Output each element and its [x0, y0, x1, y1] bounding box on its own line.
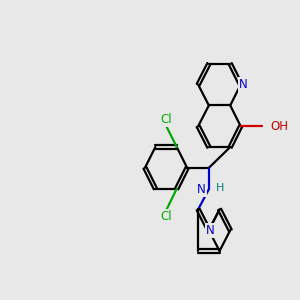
Text: Cl: Cl	[160, 113, 172, 126]
Text: H: H	[216, 183, 225, 193]
Text: OH: OH	[270, 120, 288, 133]
Text: N: N	[197, 183, 206, 196]
Text: N: N	[206, 224, 215, 237]
Text: Cl: Cl	[160, 210, 172, 223]
Text: N: N	[239, 78, 248, 91]
